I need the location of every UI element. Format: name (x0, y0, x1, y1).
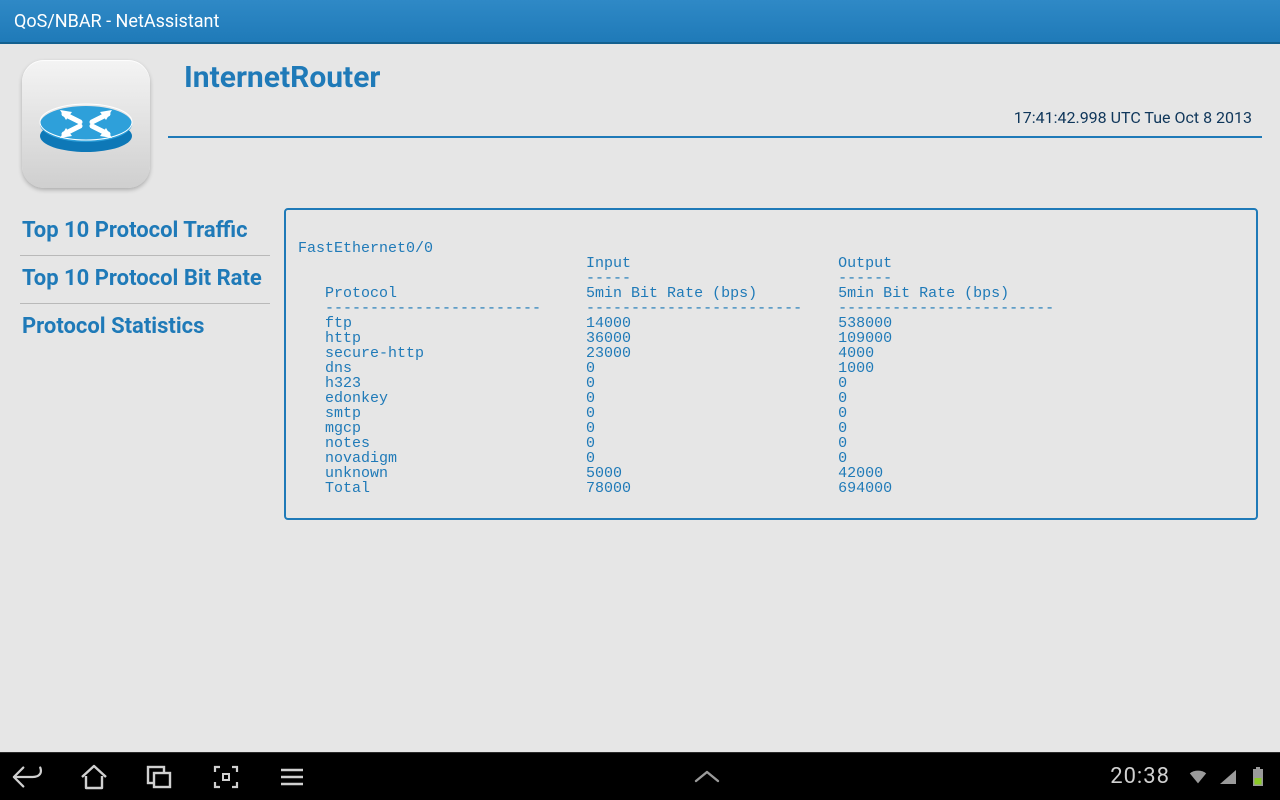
timestamp: 17:41:42.998 UTC Tue Oct 8 2013 (1014, 108, 1252, 127)
header-divider (168, 136, 1262, 138)
page-title: InternetRouter (184, 60, 380, 95)
recent-apps-icon[interactable] (144, 761, 176, 793)
back-icon[interactable] (12, 761, 44, 793)
menu-icon[interactable] (276, 761, 308, 793)
terminal-panel: FastEthernet0/0 Input Output ----- -----… (284, 208, 1258, 520)
battery-icon (1248, 767, 1268, 787)
home-icon[interactable] (78, 761, 110, 793)
wifi-icon (1188, 767, 1208, 787)
signal-icon (1218, 767, 1238, 787)
router-icon (22, 60, 150, 188)
status-clock[interactable]: 20:38 (1110, 764, 1170, 789)
title-bar: QoS/NBAR - NetAssistant (0, 0, 1280, 44)
content-area: InternetRouter 17:41:42.998 UTC Tue Oct … (0, 44, 1280, 752)
sidenav-item-protocol-stats[interactable]: Protocol Statistics (20, 304, 270, 351)
expand-up-icon[interactable] (691, 761, 723, 793)
app-title: QoS/NBAR - NetAssistant (14, 11, 219, 32)
android-navbar: 20:38 (0, 752, 1280, 800)
side-nav: Top 10 Protocol Traffic Top 10 Protocol … (20, 208, 270, 351)
sidenav-item-top10-traffic[interactable]: Top 10 Protocol Traffic (20, 208, 270, 256)
terminal-output: FastEthernet0/0 Input Output ----- -----… (298, 226, 1244, 496)
sidenav-item-top10-bitrate[interactable]: Top 10 Protocol Bit Rate (20, 256, 270, 304)
screenshot-icon[interactable] (210, 761, 242, 793)
